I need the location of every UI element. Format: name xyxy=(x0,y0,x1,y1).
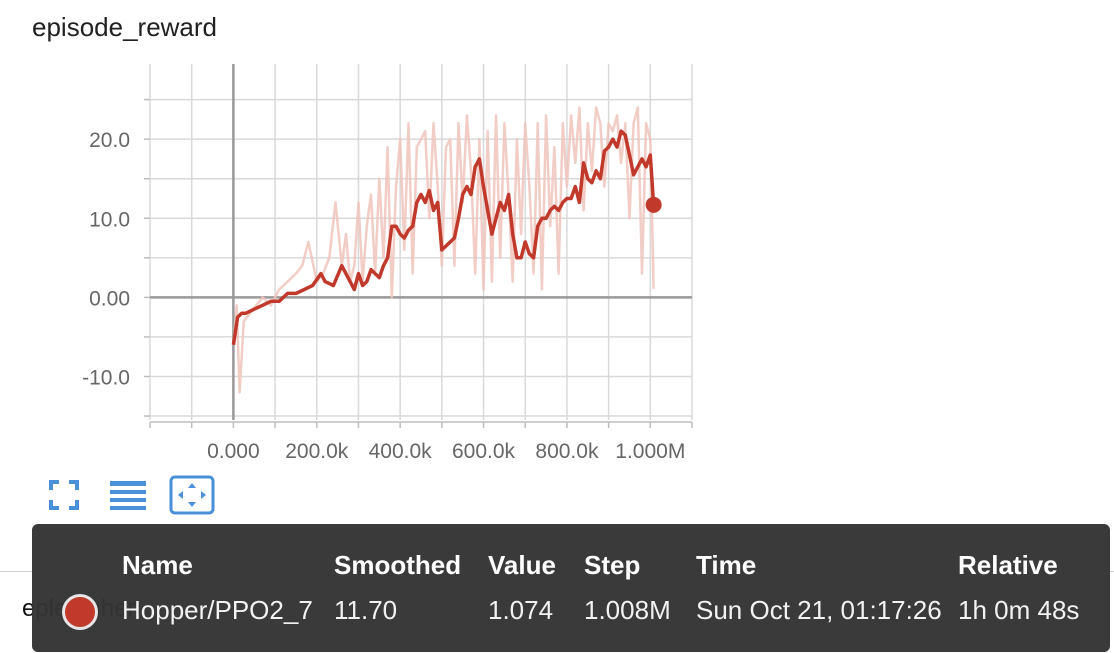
tooltip-header-time: Time xyxy=(696,550,757,580)
fit-domain-icon[interactable] xyxy=(169,475,215,515)
x-tick-label: 800.0k xyxy=(535,440,599,463)
y-tick-label: 20.0 xyxy=(89,129,130,152)
chart-area[interactable]: 0.000 200.0k 400.0k 600.0k 800.0k 1.000M -10.… xyxy=(0,0,700,470)
smoothed-series-group xyxy=(231,129,662,346)
tooltip-header-step: Step xyxy=(584,550,641,580)
tooltip-header-smoothed: Smoothed xyxy=(334,550,462,580)
hover-point-marker xyxy=(645,196,662,213)
chart-axes xyxy=(144,64,693,428)
x-tick-label: 0.000 xyxy=(207,440,260,463)
tooltip-value: 1.074 xyxy=(488,595,554,625)
fullscreen-icon[interactable] xyxy=(48,479,80,511)
y-tick-label: -10.0 xyxy=(82,366,130,389)
x-tick-label: 200.0k xyxy=(285,440,349,463)
chart-grid xyxy=(149,64,693,420)
tooltip-header-value: Value xyxy=(488,550,556,580)
x-tick-label: 1.000M xyxy=(615,440,685,463)
x-tick-label: 400.0k xyxy=(369,440,433,463)
chart-title: episode_reward xyxy=(32,12,218,42)
tooltip-smoothed-value: 11.70 xyxy=(334,595,398,625)
tooltip-step: 1.008M xyxy=(584,595,671,625)
hover-tooltip: Name Smoothed Value Step Time Relative H… xyxy=(32,524,1110,652)
x-tick-labels: 0.000 200.0k 400.0k 600.0k 800.0k 1.000M xyxy=(207,440,685,463)
smoothed-series-line xyxy=(231,129,656,346)
tooltip-run-name: Hopper/PPO2_7 xyxy=(122,595,313,625)
series-color-swatch xyxy=(62,594,98,630)
toggle-data-table-icon[interactable] xyxy=(108,479,148,513)
tooltip-relative: 1h 0m 48s xyxy=(958,595,1080,625)
tooltip-time: Sun Oct 21, 01:17:26 xyxy=(696,595,942,625)
tooltip-header-relative: Relative xyxy=(958,550,1058,580)
x-tick-label: 600.0k xyxy=(452,440,516,463)
tooltip-header-name: Name xyxy=(122,550,193,580)
y-tick-label: 10.0 xyxy=(89,208,130,231)
y-tick-labels: -10.0 0.00 10.0 20.0 xyxy=(82,129,130,389)
y-tick-label: 0.00 xyxy=(89,287,130,310)
